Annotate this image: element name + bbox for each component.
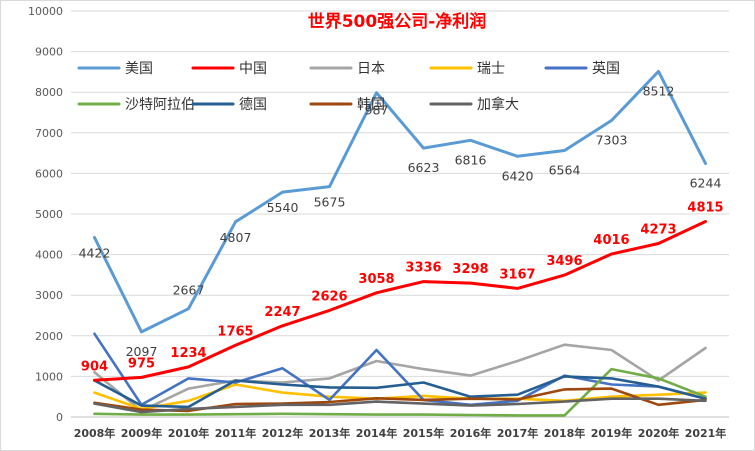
x-tick-label: 2016年 — [450, 426, 492, 440]
x-tick-label: 2015年 — [403, 426, 445, 440]
y-tick-label: 3000 — [35, 289, 63, 302]
x-tick-label: 2013年 — [309, 426, 351, 440]
legend-item: 英国 — [544, 60, 620, 77]
legend-item: 日本 — [309, 61, 385, 77]
legend-label: 加拿大 — [477, 96, 519, 113]
china-data-label: 3336 — [405, 261, 441, 276]
data-label-layer: 4422 2097 2667 4807 5540 5675 987 6623 6816 6420 6… — [79, 83, 724, 374]
china-data-label: 975 — [128, 356, 155, 371]
legend-label: 沙特阿拉伯 — [125, 97, 195, 113]
legend-item: 沙特阿拉伯 — [77, 97, 195, 113]
legend-label: 瑞士 — [477, 61, 505, 77]
series-line-6 — [93, 375, 707, 409]
china-data-label: 3167 — [499, 267, 535, 282]
legend-label: 英国 — [592, 60, 620, 77]
y-tick-label: 10000 — [28, 5, 63, 18]
legend-label: 德国 — [239, 97, 267, 113]
x-tick-label: 2010年 — [168, 426, 210, 440]
x-tick-label: 2020年 — [638, 426, 680, 440]
chart-title: 世界500强公司-净利润 — [308, 11, 487, 32]
y-tick-label: 7000 — [35, 127, 63, 140]
x-tick-label: 2008年 — [74, 426, 116, 440]
legend-label: 日本 — [357, 61, 385, 77]
series-line-2 — [93, 343, 707, 413]
legend-label: 中国 — [239, 61, 267, 77]
y-tick-label: 5000 — [35, 208, 63, 221]
china-data-label: 3298 — [452, 262, 488, 277]
us-data-label: 7303 — [596, 132, 628, 147]
us-data-label: 6564 — [549, 163, 581, 178]
us-data-label: 6623 — [408, 160, 440, 175]
china-data-label: 904 — [81, 359, 108, 374]
china-data-label: 4273 — [640, 223, 676, 238]
china-data-label: 3496 — [546, 254, 582, 269]
x-tick-label: 2018年 — [544, 426, 586, 440]
y-tick-label: 1000 — [35, 370, 63, 383]
us-data-label: 8512 — [643, 83, 675, 98]
china-data-label: 4016 — [593, 233, 629, 248]
us-data-label: 6816 — [455, 152, 487, 167]
china-data-label: 1234 — [170, 346, 206, 361]
legend-item: 德国 — [191, 97, 267, 113]
china-data-label: 2247 — [264, 305, 300, 320]
series-line-8 — [93, 397, 707, 414]
x-tick-label: 2019年 — [591, 426, 633, 440]
legend-item: 加拿大 — [429, 96, 519, 113]
us-data-label: 5540 — [267, 200, 299, 215]
us-data-label: 987 — [365, 103, 389, 118]
x-tick-label: 2009年 — [121, 426, 163, 440]
x-tick-label: 2012年 — [262, 426, 304, 440]
legend-item: 美国 — [77, 61, 153, 77]
x-tick-label: 2021年 — [685, 426, 727, 440]
x-tick-label: 2014年 — [356, 426, 398, 440]
china-data-label: 2626 — [311, 289, 347, 304]
us-data-label: 4422 — [79, 245, 111, 260]
x-tick-label: 2017年 — [497, 426, 539, 440]
axis-layer: 0 1000 2000 3000 4000 5000 6000 7000 8000 9000 100… — [28, 5, 726, 440]
series-line-4 — [93, 332, 707, 407]
y-tick-label: 2000 — [35, 330, 63, 343]
x-tick-label: 2011年 — [215, 426, 257, 440]
us-data-label: 5675 — [314, 195, 346, 210]
series-line-0 — [93, 69, 707, 334]
y-tick-label: 6000 — [35, 167, 63, 180]
y-tick-label: 0 — [56, 411, 63, 424]
us-data-label: 6244 — [690, 175, 722, 190]
legend-item: 韩国 — [309, 97, 385, 113]
y-tick-label: 9000 — [35, 46, 63, 59]
legend-label: 韩国 — [357, 97, 385, 113]
us-data-label: 6420 — [502, 168, 534, 183]
series-layer — [93, 69, 707, 417]
china-data-label: 3058 — [358, 272, 394, 287]
us-data-label: 4807 — [220, 230, 252, 245]
grid-layer — [71, 10, 729, 418]
series-line-1 — [93, 220, 707, 382]
us-data-label: 2667 — [173, 283, 205, 298]
series-line-3 — [93, 383, 707, 411]
us-data-label: 2097 — [126, 344, 158, 359]
legend-label: 美国 — [125, 61, 153, 77]
china-data-label: 1765 — [217, 324, 253, 339]
y-tick-label: 8000 — [35, 86, 63, 99]
legend-item: 中国 — [191, 61, 267, 77]
china-data-label: 4815 — [687, 201, 723, 216]
y-tick-label: 4000 — [35, 249, 63, 262]
legend-item: 瑞士 — [429, 61, 505, 77]
